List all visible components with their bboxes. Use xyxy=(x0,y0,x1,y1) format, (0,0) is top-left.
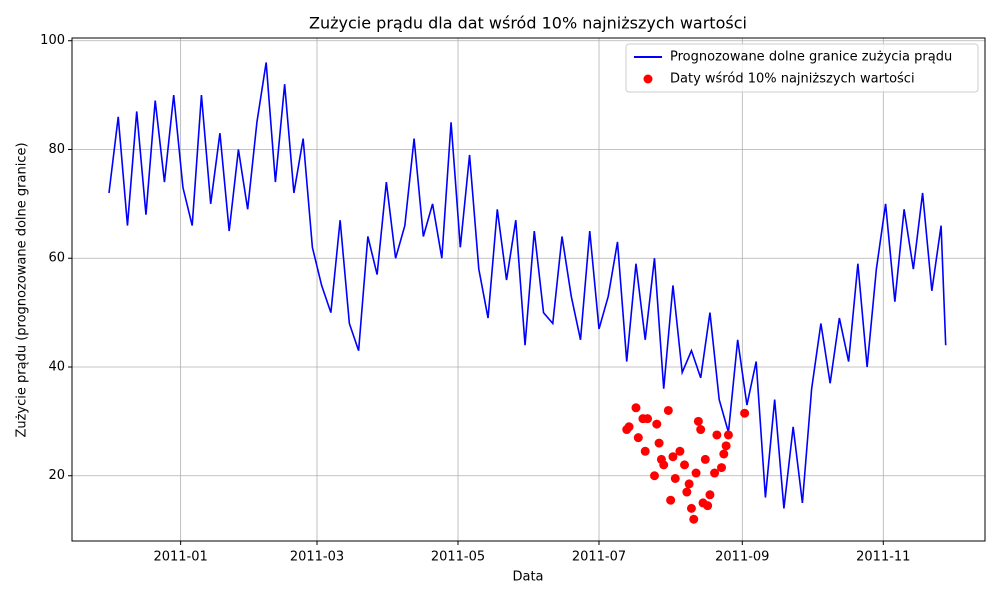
data-line xyxy=(108,62,947,509)
data-point xyxy=(659,460,669,470)
y-tick-label: 60 xyxy=(48,251,65,266)
data-point xyxy=(693,416,703,426)
data-point xyxy=(686,503,696,513)
data-point xyxy=(721,441,731,451)
x-tick-label: 2011-05 xyxy=(431,550,485,565)
x-tick-label: 2011-09 xyxy=(715,550,769,565)
x-tick-label: 2011-11 xyxy=(856,550,910,565)
data-point xyxy=(640,446,650,456)
data-point xyxy=(710,468,720,478)
x-tick-label: 2011-01 xyxy=(153,550,207,565)
plot-frame xyxy=(71,37,986,542)
data-point xyxy=(719,449,729,459)
y-tick-label: 100 xyxy=(40,33,65,48)
y-tick-label: 20 xyxy=(48,468,65,483)
data-point xyxy=(663,405,673,415)
data-point xyxy=(705,490,715,500)
data-point xyxy=(696,425,706,435)
data-point xyxy=(666,495,676,505)
data-point xyxy=(633,433,643,443)
legend-swatch xyxy=(643,74,653,84)
data-point xyxy=(624,422,634,432)
data-point xyxy=(684,479,694,489)
legend-label: Prognozowane dolne granice zużycia prądu xyxy=(670,50,952,65)
x-axis-label: Data xyxy=(512,570,543,585)
data-point xyxy=(740,408,750,418)
data-point xyxy=(631,403,641,413)
data-point xyxy=(643,414,653,424)
data-point xyxy=(649,471,659,481)
data-point xyxy=(682,487,692,497)
data-point xyxy=(670,473,680,483)
data-point xyxy=(691,468,701,478)
chart-title: Zużycie prądu dla dat wśród 10% najniższ… xyxy=(309,14,747,33)
data-point xyxy=(723,430,733,440)
data-point xyxy=(680,460,690,470)
x-tick-label: 2011-07 xyxy=(572,550,626,565)
data-point xyxy=(675,446,685,456)
y-axis-label: Zużycie prądu (prognozowane dolne granic… xyxy=(15,142,30,437)
data-point xyxy=(703,501,713,511)
data-point xyxy=(668,452,678,462)
data-point xyxy=(652,419,662,429)
y-tick-label: 80 xyxy=(48,142,65,157)
data-point xyxy=(700,454,710,464)
data-point xyxy=(712,430,722,440)
x-tick-label: 2011-03 xyxy=(290,550,344,565)
data-point xyxy=(689,514,699,524)
legend-label: Daty wśród 10% najniższych wartości xyxy=(670,72,915,87)
data-point xyxy=(654,438,664,448)
legend-box xyxy=(625,43,979,93)
data-point xyxy=(717,463,727,473)
y-tick-label: 40 xyxy=(48,359,65,374)
